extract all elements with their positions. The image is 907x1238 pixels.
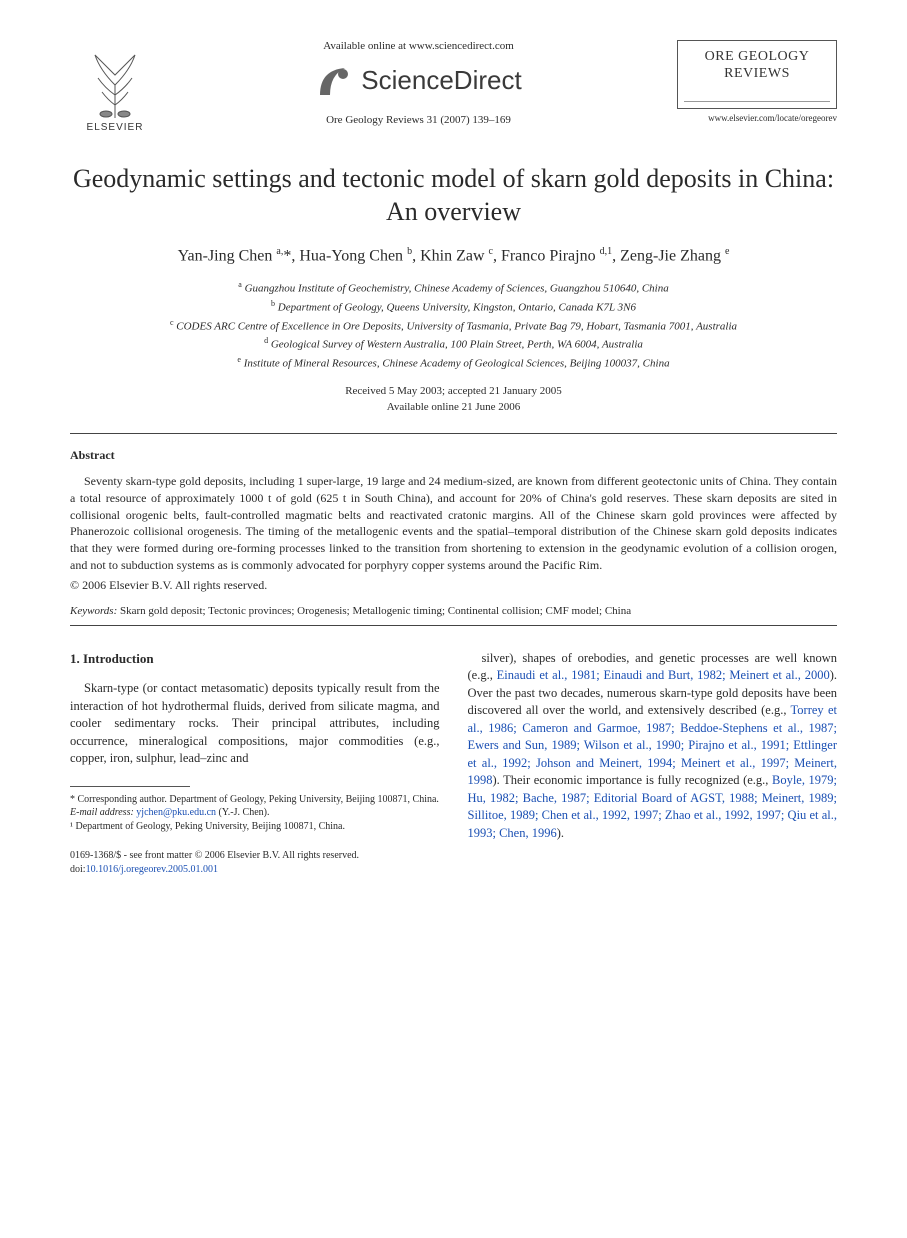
authors-line: Yan-Jing Chen a,*, Hua-Yong Chen b, Khin… — [70, 246, 837, 265]
journal-name: ORE GEOLOGY REVIEWS — [684, 49, 830, 83]
abstract-heading: Abstract — [70, 448, 837, 463]
intro-paragraph-right: silver), shapes of orebodies, and geneti… — [468, 650, 838, 843]
sciencedirect-swoosh-icon — [315, 60, 355, 100]
body-columns: 1. Introduction Skarn-type (or contact m… — [70, 650, 837, 876]
issn-line: 0169-1368/$ - see front matter © 2006 El… — [70, 849, 440, 863]
article-title: Geodynamic settings and tectonic model o… — [70, 163, 837, 228]
section-1-heading: 1. Introduction — [70, 650, 440, 668]
right-column: silver), shapes of orebodies, and geneti… — [468, 650, 838, 876]
rule-above-abstract — [70, 433, 837, 434]
left-column: 1. Introduction Skarn-type (or contact m… — [70, 650, 440, 876]
abstract-body: Seventy skarn-type gold deposits, includ… — [70, 473, 837, 574]
doi-line: doi:10.1016/j.oregeorev.2005.01.001 — [70, 863, 440, 877]
elsevier-logo-block: ELSEVIER — [70, 40, 160, 133]
page-header: ELSEVIER Available online at www.science… — [70, 40, 837, 133]
sciencedirect-text: ScienceDirect — [361, 65, 521, 96]
citation-line: Ore Geology Reviews 31 (2007) 139–169 — [170, 114, 667, 126]
issn-doi-block: 0169-1368/$ - see front matter © 2006 El… — [70, 849, 440, 876]
sciencedirect-logo: ScienceDirect — [170, 60, 667, 100]
elsevier-label: ELSEVIER — [70, 122, 160, 133]
article-dates: Received 5 May 2003; accepted 21 January… — [70, 384, 837, 415]
email-link[interactable]: yjchen@pku.edu.cn — [136, 807, 216, 818]
corresponding-author-note: * Corresponding author. Department of Ge… — [70, 793, 440, 807]
header-center: Available online at www.sciencedirect.co… — [160, 40, 677, 126]
email-line: E-mail address: yjchen@pku.edu.cn (Y.-J.… — [70, 806, 440, 820]
journal-cover-block: ORE GEOLOGY REVIEWS www.elsevier.com/loc… — [677, 40, 837, 123]
doi-link[interactable]: 10.1016/j.oregeorev.2005.01.001 — [86, 864, 218, 875]
journal-cover-box: ORE GEOLOGY REVIEWS — [677, 40, 837, 109]
citation-link[interactable]: Einaudi et al., 1981; Einaudi and Burt, … — [497, 668, 830, 682]
affiliations-block: a Guangzhou Institute of Geochemistry, C… — [70, 279, 837, 372]
rule-below-keywords — [70, 625, 837, 626]
abstract-copyright: © 2006 Elsevier B.V. All rights reserved… — [70, 578, 837, 593]
intro-paragraph-left: Skarn-type (or contact metasomatic) depo… — [70, 680, 440, 768]
footnote-1: ¹ Department of Geology, Peking Universi… — [70, 820, 440, 834]
footnotes-block: * Corresponding author. Department of Ge… — [70, 793, 440, 834]
keywords-line: Keywords: Skarn gold deposit; Tectonic p… — [70, 605, 837, 617]
citation-link[interactable]: Boyle, 1979; Hu, 1982; Bache, 1987; Edit… — [468, 773, 838, 840]
footnote-rule — [70, 786, 190, 787]
journal-url[interactable]: www.elsevier.com/locate/oregeorev — [677, 113, 837, 123]
available-online-text: Available online at www.sciencedirect.co… — [170, 40, 667, 52]
elsevier-tree-icon — [80, 40, 150, 120]
